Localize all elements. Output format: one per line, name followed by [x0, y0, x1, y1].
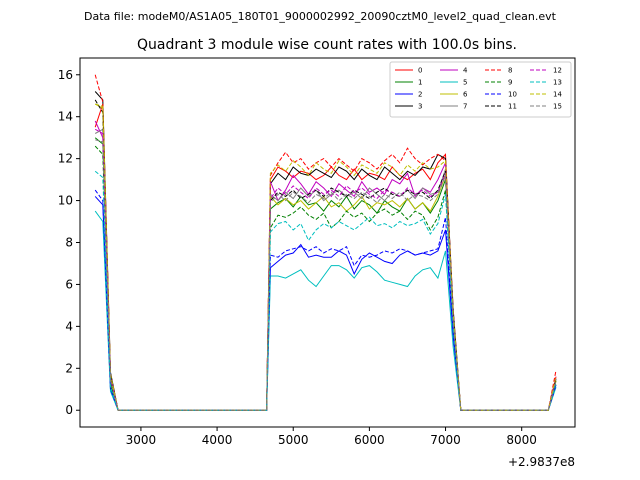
legend-label-2: 2	[418, 91, 422, 99]
series-line-11	[94, 99, 557, 411]
y-tick-label: 4	[65, 319, 73, 333]
legend-label-8: 8	[508, 67, 512, 75]
series-line-8	[94, 74, 557, 411]
legend-label-9: 9	[508, 79, 512, 87]
y-tick-label: 12	[58, 152, 73, 166]
y-tick-label: 10	[58, 194, 73, 208]
x-tick-label: 4000	[202, 433, 233, 447]
legend-label-1: 1	[418, 79, 422, 87]
legend-label-3: 3	[418, 103, 422, 111]
series-line-1	[94, 137, 557, 411]
legend-label-10: 10	[508, 91, 517, 99]
legend-label-13: 13	[553, 79, 562, 87]
x-tick-label: 6000	[354, 433, 385, 447]
x-offset-label: +2.9837e8	[508, 455, 575, 469]
series-line-10	[94, 189, 557, 411]
series-line-15	[95, 139, 557, 411]
data-file-label: Data file: modeM0/AS1A05_180T01_90000029…	[84, 10, 557, 23]
y-tick-label: 2	[65, 361, 73, 375]
series-line-14	[95, 103, 557, 411]
series-line-3	[94, 91, 557, 411]
series-line-0	[94, 103, 557, 411]
y-tick-label: 0	[65, 403, 73, 417]
legend-label-11: 11	[508, 103, 517, 111]
chart-title: Quadrant 3 module wise count rates with …	[137, 37, 517, 53]
series-line-2	[94, 196, 557, 411]
legend-label-5: 5	[463, 79, 467, 87]
legend-box	[389, 61, 572, 118]
series-line-4	[94, 120, 557, 411]
x-tick-label: 3000	[126, 433, 157, 447]
y-tick-label: 6	[65, 277, 73, 291]
plot-area	[94, 74, 557, 411]
series-line-7	[94, 128, 557, 411]
x-tick-label: 7000	[430, 433, 461, 447]
series-line-9	[94, 145, 557, 411]
y-tick-label: 16	[58, 68, 73, 82]
series-line-5	[94, 210, 557, 411]
x-tick-label: 5000	[278, 433, 309, 447]
legend-label-14: 14	[553, 91, 562, 99]
legend-label-4: 4	[463, 67, 468, 75]
legend-label-15: 15	[553, 103, 562, 111]
y-tick-label: 14	[58, 110, 73, 124]
legend-label-7: 7	[463, 103, 467, 111]
x-tick-label: 8000	[506, 433, 537, 447]
series-line-13	[94, 170, 557, 411]
legend-label-0: 0	[418, 67, 422, 75]
y-tick-label: 8	[65, 236, 73, 250]
legend-label-12: 12	[553, 67, 562, 75]
legend-label-6: 6	[463, 91, 468, 99]
series-line-12	[94, 128, 557, 411]
